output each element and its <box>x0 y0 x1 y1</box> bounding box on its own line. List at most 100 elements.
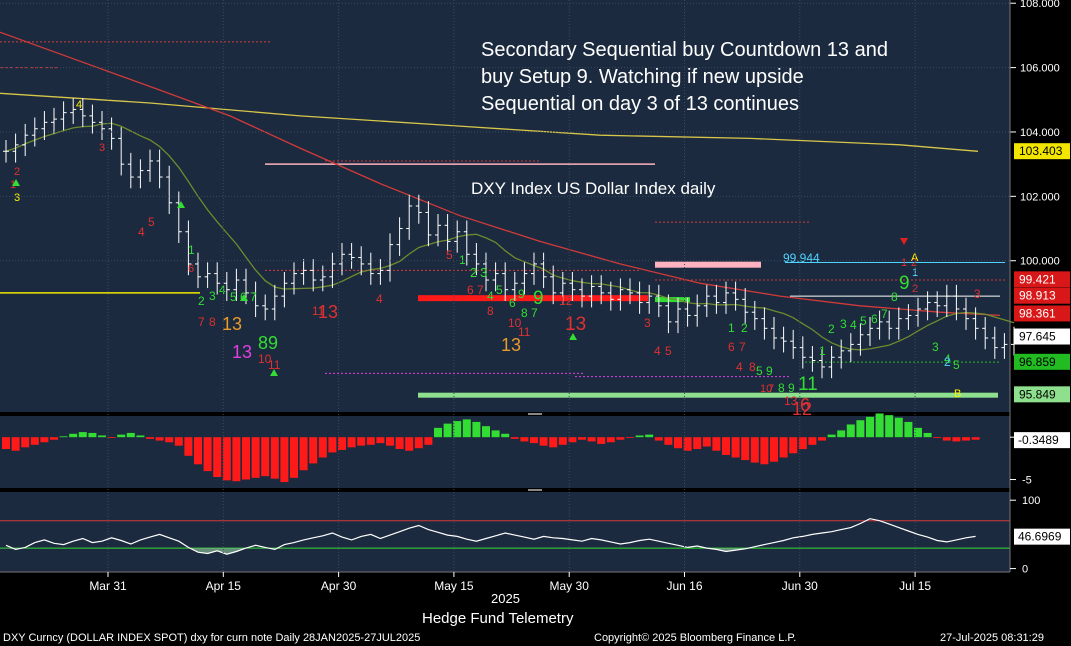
sequential-label: 2 <box>14 166 20 178</box>
histogram-bar <box>386 437 394 446</box>
panel-divider[interactable] <box>528 489 542 491</box>
level-label: 99.944 <box>783 251 820 265</box>
sequential-label: 3 <box>644 316 651 330</box>
sequential-label: 4 <box>850 318 857 332</box>
histogram-bar <box>933 437 942 439</box>
sequential-label: B <box>954 388 961 400</box>
histogram-bar <box>885 415 894 438</box>
histogram-bar <box>923 432 932 438</box>
panel-divider[interactable] <box>528 413 542 415</box>
sequential-label: 11 <box>268 358 281 372</box>
sequential-label: 3 <box>209 289 216 303</box>
histogram-panel <box>0 416 1010 488</box>
sequential-label: 5 <box>860 314 867 328</box>
sequential-label: 13 <box>318 302 338 322</box>
histogram-bar <box>203 437 212 472</box>
histogram-bar <box>760 437 769 465</box>
chart-title: DXY Index US Dollar Index daily <box>471 179 716 198</box>
sequential-label: 5 <box>230 290 237 304</box>
sequential-label: 8 <box>749 360 756 374</box>
histogram-bar <box>501 433 510 438</box>
sequential-label: 2 <box>470 265 477 280</box>
histogram-bar <box>117 434 126 438</box>
sequential-label: 1 <box>819 344 826 358</box>
price-tag-label: 95.849 <box>1019 387 1056 401</box>
sequential-label: 4 <box>219 283 226 297</box>
histogram-bar <box>98 435 106 438</box>
histogram-bar <box>846 424 855 438</box>
sequential-label: 9 <box>899 273 910 294</box>
price-tag-label: 46.6969 <box>1018 530 1062 544</box>
sequential-label: 2 <box>828 322 835 336</box>
x-tick-label: May 15 <box>434 579 474 593</box>
histogram-bar <box>837 430 846 438</box>
histogram-bar <box>251 437 260 478</box>
sequential-label: 8 <box>778 381 785 395</box>
histogram-bar <box>472 421 481 438</box>
sequential-label: 5 <box>665 344 672 358</box>
price-tag: 98.361 <box>1014 305 1070 322</box>
buy-arrow-icon <box>177 201 185 208</box>
sequential-label: 11 <box>798 374 818 395</box>
histogram-bar <box>2 437 10 450</box>
histogram-bar <box>184 437 193 456</box>
sequential-label: 7 <box>198 315 205 329</box>
histogram-bar <box>222 437 231 481</box>
histogram-bar <box>904 421 913 438</box>
level-band <box>655 261 761 268</box>
histogram-bar <box>674 437 682 449</box>
histogram-bar <box>914 427 922 438</box>
sequential-label: 9 <box>788 381 795 395</box>
y-tick-label: 102.000 <box>1020 191 1060 203</box>
histogram-bar <box>78 432 87 438</box>
histogram-bar <box>424 437 433 445</box>
sequential-label: 1 <box>728 321 735 335</box>
price-tag-box <box>1014 528 1070 545</box>
histogram-bar <box>683 437 692 451</box>
rsi-line <box>5 518 976 555</box>
sequential-label: 11 <box>518 325 531 339</box>
x-tick-label: Mar 31 <box>89 579 127 593</box>
sequential-label: 4 <box>138 225 145 239</box>
price-tag-box <box>1014 353 1070 370</box>
y-tick-label: 104.000 <box>1020 127 1060 139</box>
sequential-label: 4 <box>736 360 743 374</box>
histogram-bar <box>530 437 538 444</box>
sequential-label: 5 <box>953 358 960 372</box>
price-tag-label: 96.859 <box>1019 355 1056 369</box>
sequential-label: 6 <box>871 312 878 326</box>
histogram-bar <box>69 433 78 438</box>
histogram-bar <box>357 437 366 446</box>
histogram-bar <box>491 430 500 438</box>
histogram-bar <box>866 416 874 438</box>
x-tick-label: Apr 30 <box>321 579 357 593</box>
sequential-label: 3 <box>840 317 847 331</box>
moving-average-yellow <box>0 92 979 152</box>
histogram-bar <box>597 437 606 444</box>
price-tag: 103.403 <box>1014 143 1070 160</box>
sequential-label: 5 <box>148 215 155 229</box>
histogram-bar <box>453 421 462 438</box>
sequential-label: 8 <box>209 315 216 329</box>
footer-security: DXY Curncy (DOLLAR INDEX SPOT) dxy for c… <box>3 632 420 644</box>
sequential-label: 13 <box>565 314 586 335</box>
sequential-label: 6 <box>188 263 194 275</box>
sequential-label: 8 <box>258 333 268 353</box>
sequential-label: 9 <box>533 288 544 309</box>
sequential-label: 5 <box>446 248 453 262</box>
histogram-bar <box>942 437 951 441</box>
histogram-bar <box>126 432 135 438</box>
histogram-bar <box>712 437 721 451</box>
histogram-bar <box>808 437 817 445</box>
sequential-label: 1 <box>459 253 466 267</box>
histogram-bar <box>462 419 471 438</box>
sequential-label: 7 <box>768 383 774 395</box>
sequential-label: 13 <box>232 342 252 362</box>
sequential-label: 12 <box>559 294 573 308</box>
histogram-bar <box>174 437 183 446</box>
histogram-bar <box>338 437 346 450</box>
histogram-bar <box>328 437 337 453</box>
histogram-bar <box>309 437 318 464</box>
histogram-bar <box>702 437 711 447</box>
rsi-oversold-fill <box>6 548 976 555</box>
